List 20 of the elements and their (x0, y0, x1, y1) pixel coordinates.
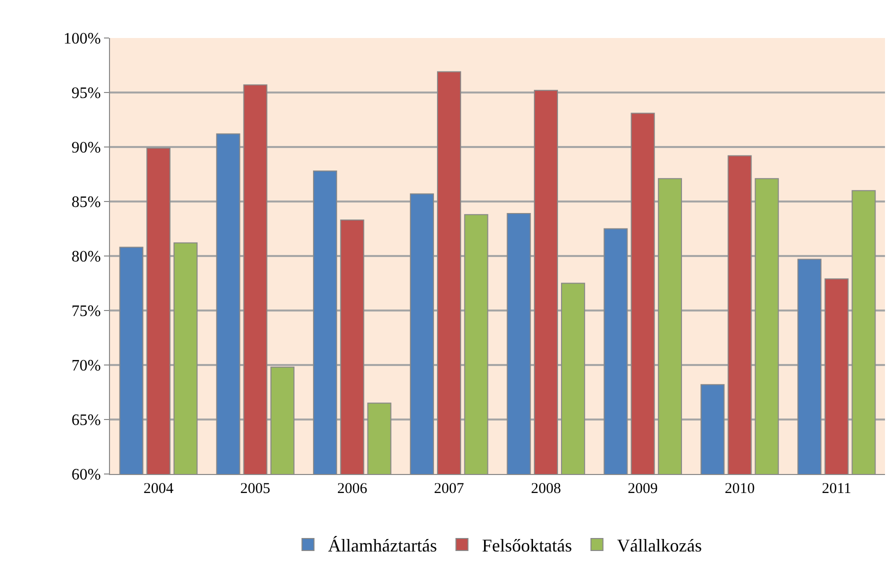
x-tick-label: 2007 (434, 481, 465, 497)
y-tick-label: 95% (71, 85, 101, 102)
y-tick-label: 60% (71, 466, 101, 484)
x-tick-label: 2008 (530, 481, 561, 497)
x-tick-label: 2010 (724, 481, 755, 497)
x-tick-label: 2004 (143, 481, 174, 497)
legend-label: Felsőoktatás (482, 536, 572, 556)
y-tick-label: 90% (71, 140, 101, 157)
y-tick-label: 75% (71, 303, 101, 320)
legend-label: Vállalkozás (616, 536, 702, 556)
y-tick-label: 65% (71, 412, 101, 430)
y-tick-label: 85% (71, 194, 101, 212)
x-tick-label: 2006 (337, 481, 368, 497)
y-tick-label: 70% (71, 358, 101, 375)
x-tick-label: 2005 (240, 481, 270, 497)
y-tick-label: 100% (63, 30, 101, 48)
y-tick-label: 80% (71, 248, 101, 266)
legend-label: Államháztartás (328, 536, 437, 556)
x-tick-label: 2011 (822, 481, 852, 497)
x-tick-label: 2009 (628, 481, 658, 497)
